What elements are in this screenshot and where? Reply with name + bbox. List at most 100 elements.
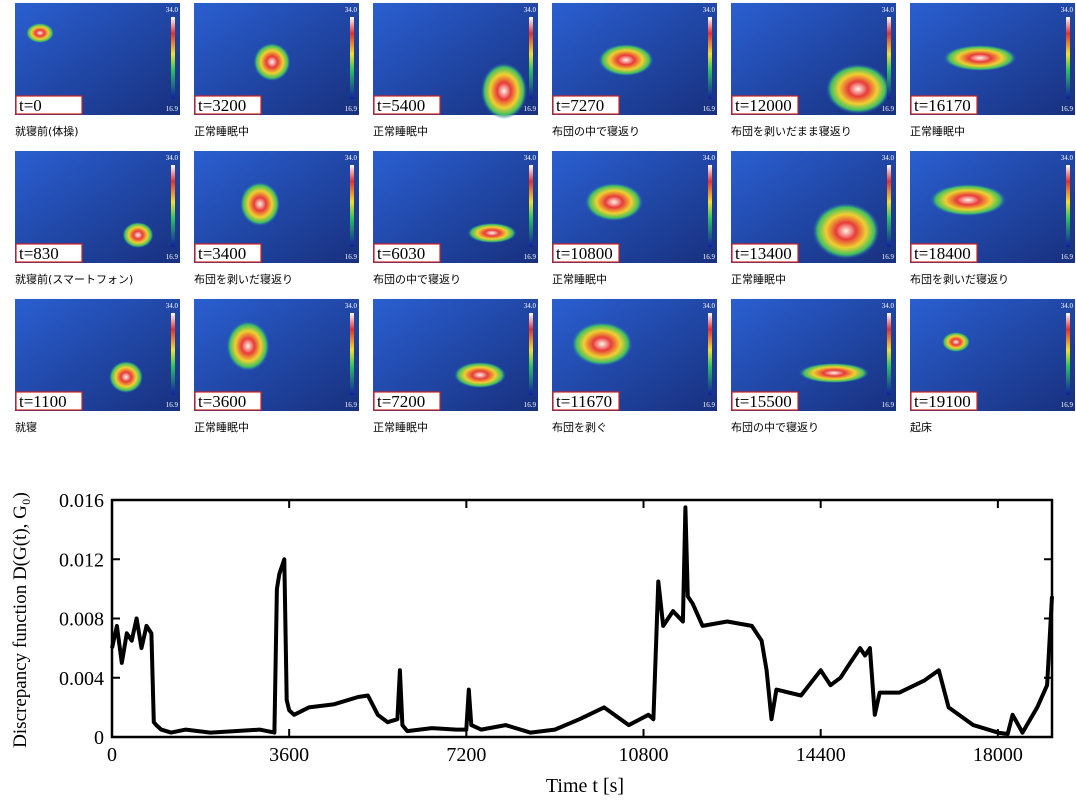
y-tick-label: 0.016 bbox=[59, 490, 104, 512]
scale-min: 16.9 bbox=[703, 401, 716, 409]
heat-blob bbox=[943, 45, 1017, 71]
caption: 布団の中で寝返り bbox=[731, 420, 819, 434]
time-label: t=3200 bbox=[198, 96, 246, 115]
time-label: t=7270 bbox=[556, 96, 604, 115]
color-bar bbox=[529, 17, 533, 99]
thermal-panel: 34.0 16.9 t=12000 布団を剥いだまま寝返り bbox=[731, 3, 896, 138]
x-axis-label: Time t [s] bbox=[546, 775, 624, 797]
thermal-panel: 34.0 16.9 t=15500 布団の中で寝返り bbox=[731, 299, 896, 434]
heat-blob bbox=[812, 203, 880, 259]
time-label: t=7200 bbox=[377, 392, 425, 411]
scale-max: 34.0 bbox=[882, 154, 895, 162]
thermal-panel: 34.0 16.9 t=6030 布団の中で寝返り bbox=[373, 151, 538, 286]
scale-min: 16.9 bbox=[166, 105, 179, 113]
caption: 就寝 bbox=[15, 420, 37, 434]
scale-max: 34.0 bbox=[882, 6, 895, 14]
thermal-panel: 34.0 16.9 t=0 就寝前(体操) bbox=[15, 3, 180, 138]
plot-frame bbox=[110, 498, 1054, 739]
caption: 布団の中で寝返り bbox=[373, 272, 461, 286]
y-tick-label: 0 bbox=[94, 727, 104, 749]
thermal-panel: 34.0 16.9 t=10800 正常睡眠中 bbox=[552, 151, 717, 286]
time-label: t=11670 bbox=[556, 392, 612, 411]
x-tick-label: 10800 bbox=[619, 744, 669, 766]
thermal-panel: 34.0 16.9 t=3600 正常睡眠中 bbox=[194, 299, 359, 434]
scale-max: 34.0 bbox=[345, 154, 358, 162]
time-label-box bbox=[194, 391, 262, 411]
thermal-panel: 34.0 16.9 t=16170 正常睡眠中 bbox=[910, 3, 1075, 138]
x-tick-label: 0 bbox=[107, 744, 117, 766]
time-label-box bbox=[15, 243, 83, 263]
color-bar bbox=[529, 313, 533, 395]
heat-blob bbox=[481, 63, 527, 119]
caption: 正常睡眠中 bbox=[552, 273, 607, 286]
scale-max: 34.0 bbox=[703, 302, 716, 310]
caption: 正常睡眠中 bbox=[373, 421, 428, 434]
time-label: t=6030 bbox=[377, 244, 425, 263]
time-label: t=0 bbox=[19, 96, 42, 115]
caption: 正常睡眠中 bbox=[194, 125, 249, 138]
time-label: t=15500 bbox=[735, 392, 792, 411]
color-bar bbox=[350, 313, 354, 395]
color-bar bbox=[171, 313, 175, 395]
heat-blob bbox=[799, 363, 869, 383]
time-label-box bbox=[731, 391, 799, 411]
scale-min: 16.9 bbox=[1061, 253, 1074, 261]
heat-blob bbox=[226, 321, 270, 371]
x-tick-label: 7200 bbox=[446, 744, 486, 766]
scale-max: 34.0 bbox=[166, 302, 179, 310]
time-label: t=10800 bbox=[556, 244, 613, 263]
thermal-panel: 34.0 16.9 t=11670 布団を剥ぐ bbox=[552, 299, 717, 434]
time-label-box bbox=[15, 391, 83, 411]
scale-min: 16.9 bbox=[345, 253, 358, 261]
scale-min: 16.9 bbox=[1061, 105, 1074, 113]
time-label-box bbox=[731, 95, 799, 115]
time-label-box bbox=[373, 95, 441, 115]
color-bar bbox=[1066, 17, 1070, 99]
time-label-box bbox=[373, 391, 441, 411]
color-bar bbox=[708, 313, 712, 395]
scale-max: 34.0 bbox=[345, 6, 358, 14]
thermal-panel: 34.0 16.9 t=7200 正常睡眠中 bbox=[373, 299, 538, 434]
color-bar bbox=[887, 165, 891, 247]
scale-max: 34.0 bbox=[703, 6, 716, 14]
heat-blob bbox=[571, 322, 633, 366]
scale-min: 16.9 bbox=[882, 253, 895, 261]
time-label-box bbox=[731, 243, 799, 263]
heat-blob bbox=[930, 184, 1006, 216]
time-label: t=18400 bbox=[914, 244, 971, 263]
heat-blob bbox=[109, 361, 143, 393]
thermal-panel: 34.0 16.9 t=3400 布団を剥いだ寝返り bbox=[194, 151, 359, 286]
color-bar bbox=[171, 17, 175, 99]
scale-max: 34.0 bbox=[524, 154, 537, 162]
scale-min: 16.9 bbox=[166, 253, 179, 261]
scale-min: 16.9 bbox=[882, 105, 895, 113]
heat-blob bbox=[240, 182, 280, 226]
scale-min: 16.9 bbox=[524, 253, 537, 261]
scale-max: 34.0 bbox=[1061, 6, 1074, 14]
color-bar bbox=[350, 165, 354, 247]
thermal-panel: 34.0 16.9 t=830 就寝前(スマートフォン) bbox=[15, 151, 180, 286]
scale-max: 34.0 bbox=[703, 154, 716, 162]
scale-min: 16.9 bbox=[166, 401, 179, 409]
caption: 布団を剥ぐ bbox=[552, 421, 607, 434]
x-tick-label: 18000 bbox=[973, 744, 1023, 766]
scale-min: 16.9 bbox=[703, 253, 716, 261]
time-label: t=1100 bbox=[19, 392, 67, 411]
time-label-box bbox=[910, 243, 978, 263]
thermal-panel: 34.0 16.9 t=3200 正常睡眠中 bbox=[194, 3, 359, 138]
scale-max: 34.0 bbox=[882, 302, 895, 310]
x-tick-label: 3600 bbox=[269, 744, 309, 766]
scale-min: 16.9 bbox=[345, 105, 358, 113]
caption: 就寝前(体操) bbox=[15, 124, 79, 138]
heat-blob bbox=[942, 332, 970, 352]
chart: Time t [s] Discrepancy function D(G(t), … bbox=[10, 490, 1054, 797]
heat-blob bbox=[585, 183, 643, 221]
scale-min: 16.9 bbox=[882, 401, 895, 409]
thermal-panel: 34.0 16.9 t=1100 就寝 bbox=[15, 299, 180, 434]
color-bar bbox=[887, 17, 891, 99]
scale-max: 34.0 bbox=[166, 154, 179, 162]
y-axis-label: Discrepancy function D(G(t), G₀) bbox=[10, 492, 31, 748]
time-label: t=16170 bbox=[914, 96, 971, 115]
color-bar bbox=[708, 17, 712, 99]
